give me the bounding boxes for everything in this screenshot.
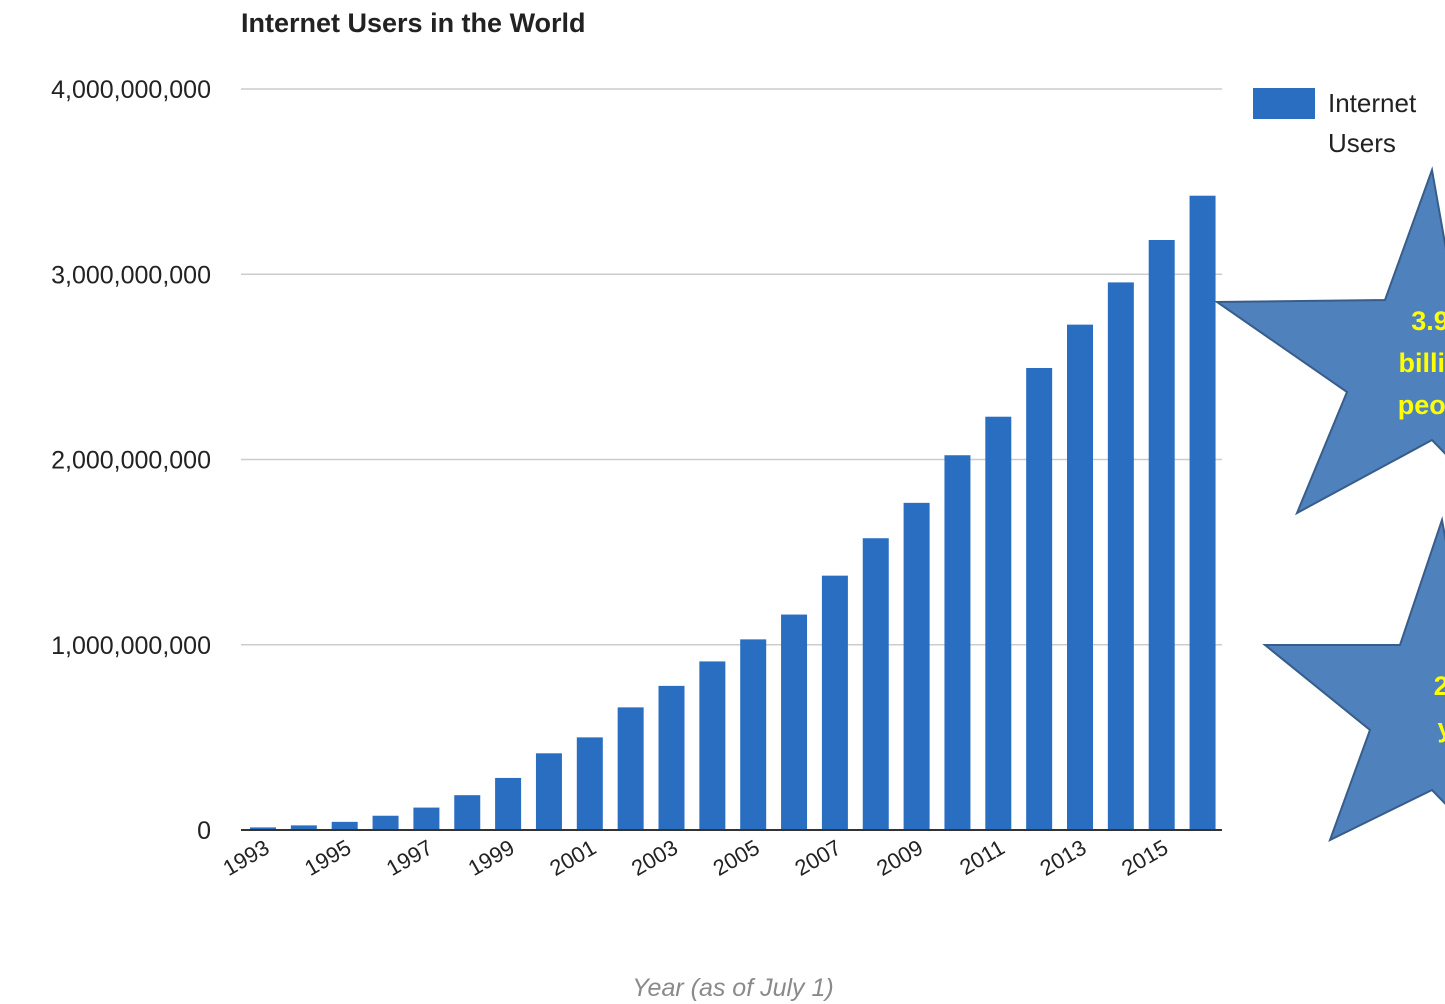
y-axis-ticks: 0 1,000,000,000 2,000,000,000 3,000,000,000… — [51, 76, 211, 845]
x-tick-label: 2005 — [709, 835, 764, 881]
y-tick-label: 0 — [197, 817, 211, 845]
bar-2006 — [781, 614, 808, 830]
bar-2005 — [740, 639, 767, 830]
bar-2013 — [1067, 324, 1093, 830]
star-annotation-1-text: 3.9 billio peop — [1398, 306, 1445, 420]
y-tick-label: 2,000,000,000 — [51, 447, 211, 475]
x-tick-label: 1993 — [219, 835, 274, 881]
x-tick-label: 1997 — [382, 835, 437, 881]
gridlines — [241, 88, 1222, 646]
annotations: 3.9 billio peop 2. y — [1213, 166, 1445, 842]
bar-2012 — [1026, 367, 1053, 830]
bar-1997 — [413, 807, 440, 830]
bar-2011 — [985, 416, 1012, 830]
bar-2007 — [821, 575, 848, 830]
bar-2004 — [699, 661, 726, 830]
bar-2002 — [617, 707, 644, 830]
x-tick-label: 2001 — [545, 835, 600, 881]
legend-label-line: Internet — [1328, 88, 1417, 118]
chart-title: Internet Users in the World — [241, 8, 586, 38]
legend-label-line: Users — [1328, 128, 1396, 158]
bar-2016 — [1189, 195, 1216, 831]
bars — [250, 195, 1216, 831]
star-text-line: 3.9 — [1411, 306, 1445, 336]
x-tick-label: 2007 — [791, 835, 846, 881]
star-annotation-1 — [1213, 166, 1445, 516]
bar-2010 — [944, 455, 971, 830]
x-tick-label: 2009 — [872, 835, 927, 881]
bar-1996 — [372, 815, 399, 830]
x-tick-label: 2011 — [955, 835, 1008, 880]
legend-swatch — [1253, 88, 1315, 119]
bar-2015 — [1148, 239, 1175, 830]
x-tick-label: 1995 — [300, 835, 355, 881]
star-text-line: peop — [1398, 390, 1445, 420]
bar-2000 — [535, 753, 562, 830]
bar-2009 — [903, 502, 930, 830]
legend-label: Internet Users — [1328, 88, 1417, 158]
bar-2003 — [658, 685, 685, 830]
bar-1993 — [250, 827, 276, 830]
y-tick-label: 3,000,000,000 — [51, 261, 211, 289]
bar-2001 — [576, 737, 603, 830]
y-tick-label: 1,000,000,000 — [51, 632, 211, 660]
x-tick-label: 1999 — [464, 835, 519, 881]
legend: Internet Users — [1253, 88, 1417, 158]
star-text-line: y — [1437, 713, 1445, 743]
bar-2014 — [1107, 282, 1134, 830]
bar-1994 — [290, 825, 317, 830]
x-tick-label: 2015 — [1117, 835, 1172, 881]
bar-1998 — [454, 795, 481, 830]
x-axis-label: Year (as of July 1) — [632, 974, 833, 1002]
x-axis-ticks: 1993 1995 1997 1999 2001 2003 2005 2007 2009 2011… — [219, 835, 1173, 881]
bar-2008 — [862, 538, 889, 830]
star-annotation-2 — [1262, 516, 1445, 842]
bar-1995 — [331, 821, 358, 830]
x-tick-label: 2013 — [1036, 835, 1091, 881]
star-annotation-2-text: 2. y — [1434, 671, 1445, 743]
star-text-line: 2. — [1434, 671, 1445, 701]
y-tick-label: 4,000,000,000 — [51, 76, 211, 104]
x-tick-label: 2003 — [627, 835, 682, 881]
bar-1999 — [495, 777, 522, 830]
star-text-line: billio — [1399, 348, 1445, 378]
